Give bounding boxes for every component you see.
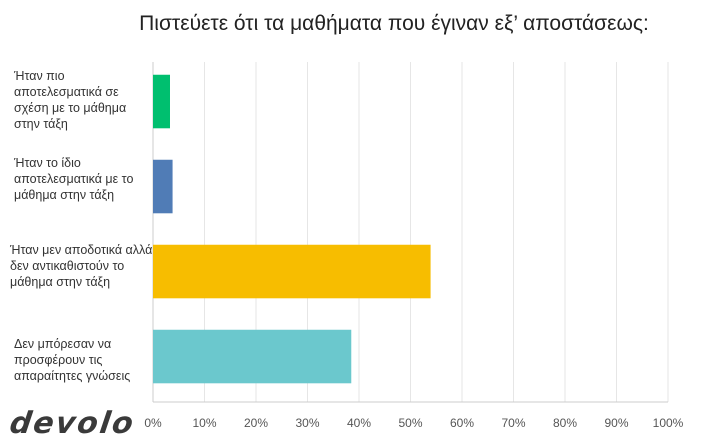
chart-title: Πιστεύετε ότι τα μαθήματα που έγιναν εξ’…: [139, 12, 649, 35]
x-tick-label: 70%: [501, 416, 525, 430]
x-tick-label: 0%: [144, 416, 162, 430]
x-tick-label: 90%: [604, 416, 628, 430]
category-label: Ήταν το ίδιο αποτελεσματικά με το μάθημα…: [14, 156, 134, 202]
bar: [153, 244, 431, 299]
x-tick-label: 20%: [244, 416, 268, 430]
x-tick-label: 10%: [192, 416, 216, 430]
category-label: Ήταν πιο αποτελεσματικά σε σχέση με το μ…: [14, 69, 127, 131]
category-label: Δεν μπόρεσαν να προσφέρουν τις απαραίτητ…: [14, 337, 131, 383]
x-tick-label: 60%: [450, 416, 474, 430]
x-tick-label: 50%: [398, 416, 422, 430]
devolo-logo: devolo: [7, 406, 138, 441]
x-tick-label: 30%: [295, 416, 319, 430]
bar: [153, 329, 352, 384]
x-tick-label: 100%: [653, 416, 684, 430]
bar: [153, 159, 173, 214]
bar: [153, 74, 170, 129]
x-tick-label: 80%: [553, 416, 577, 430]
x-tick-label: 40%: [347, 416, 371, 430]
category-label: Ήταν μεν αποδοτικά αλλά δεν αντικαθιστού…: [10, 243, 153, 289]
